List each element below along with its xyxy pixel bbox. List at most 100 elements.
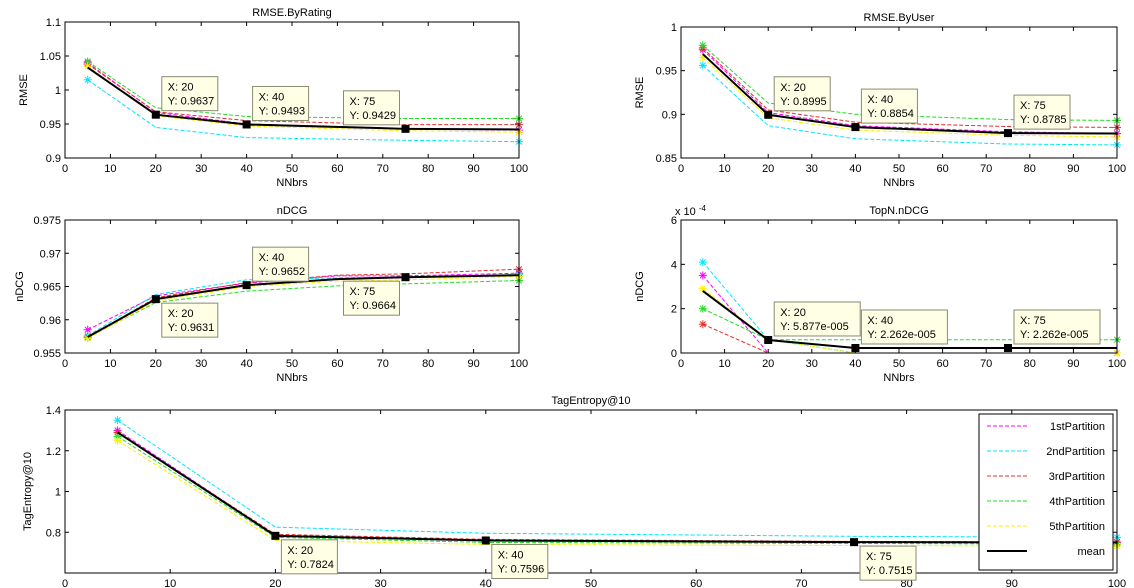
x-tick-label: 20 bbox=[269, 578, 281, 588]
x-tick-label: 70 bbox=[795, 578, 807, 588]
datatip: X: 75 Y: 2.262e-005 bbox=[1013, 309, 1101, 345]
x-axis-label: NNbrs bbox=[883, 372, 915, 384]
x-tick-label: 100 bbox=[1108, 163, 1126, 175]
datatip-y-label: Y: 2.262e-005 bbox=[1020, 329, 1089, 341]
x-tick-label: 0 bbox=[62, 163, 68, 175]
y-axis-label: nDCG bbox=[634, 271, 646, 302]
datatip-y-label: Y: 0.9631 bbox=[168, 322, 215, 334]
x-tick-label: 90 bbox=[1067, 163, 1079, 175]
x-axis-label: NNbrs bbox=[883, 177, 915, 189]
series-marker-5thPartition bbox=[84, 63, 91, 70]
x-tick-label: 80 bbox=[900, 578, 912, 588]
legend: 1stPartition 2ndPartition 3rdPartition 4thP… bbox=[978, 413, 1114, 571]
series-marker-2ndPartition bbox=[699, 258, 706, 266]
y-tick-label: 0.8 bbox=[46, 527, 61, 539]
x-tick-label: 90 bbox=[467, 163, 479, 175]
series-line-4thPartition bbox=[87, 280, 520, 339]
datatip-point bbox=[151, 110, 160, 119]
x-tick-label: 90 bbox=[1006, 578, 1018, 588]
datatip-box bbox=[161, 76, 219, 112]
y-tick-label: 4 bbox=[671, 259, 677, 271]
datatip: X: 20 Y: 0.8995 bbox=[773, 76, 831, 112]
x-tick-label: 70 bbox=[980, 358, 992, 370]
axes-frame bbox=[680, 219, 1118, 354]
y-tick-label: 6 bbox=[671, 215, 677, 227]
x-tick-label: 10 bbox=[718, 163, 730, 175]
datatip-point bbox=[242, 120, 251, 129]
legend-box bbox=[978, 413, 1114, 571]
x-tick-label: 80 bbox=[1024, 358, 1036, 370]
datatip-y-label: Y: 0.7515 bbox=[866, 565, 913, 577]
datatip-x-label: X: 40 bbox=[867, 94, 893, 106]
datatip-x-label: X: 40 bbox=[867, 315, 893, 327]
x-tick-label: 80 bbox=[422, 358, 434, 370]
datatip-y-label: Y: 0.8785 bbox=[1020, 114, 1067, 126]
x-tick-label: 10 bbox=[104, 358, 116, 370]
datatip-point bbox=[481, 536, 490, 545]
datatip-box bbox=[252, 85, 310, 121]
datatip-box bbox=[859, 545, 917, 581]
x-tick-label: 100 bbox=[510, 163, 528, 175]
datatip-x-label: X: 40 bbox=[498, 549, 524, 561]
y-tick-label: 0.96 bbox=[40, 315, 61, 327]
series-line-4thPartition bbox=[702, 44, 1118, 121]
y-tick-label: 0.975 bbox=[33, 215, 61, 227]
datatip-x-label: X: 20 bbox=[780, 307, 806, 319]
x-tick-label: 50 bbox=[893, 358, 905, 370]
datatip-box bbox=[860, 88, 918, 124]
legend-label-4thPartition: 4thPartition bbox=[1049, 496, 1105, 508]
x-tick-label: 100 bbox=[1108, 578, 1126, 588]
x-tick-label: 10 bbox=[104, 163, 116, 175]
datatip-x-label: X: 75 bbox=[350, 286, 376, 298]
y-tick-label: 1 bbox=[55, 85, 61, 97]
x-tick-label: 50 bbox=[893, 163, 905, 175]
x-tick-label: 50 bbox=[286, 358, 298, 370]
datatip-point bbox=[151, 295, 160, 304]
datatip-point bbox=[242, 281, 251, 290]
x-tick-label: 30 bbox=[195, 163, 207, 175]
x-tick-label: 30 bbox=[374, 578, 386, 588]
series-line-4thPartition bbox=[87, 61, 519, 120]
x-tick-label: 0 bbox=[62, 578, 68, 588]
chart-title: TagEntropy@10 bbox=[551, 395, 630, 407]
legend-label-2ndPartition: 2ndPartition bbox=[1046, 446, 1105, 458]
series-marker-3rdPartition bbox=[699, 321, 706, 328]
axes-frame bbox=[64, 21, 520, 159]
datatip-y-label: Y: 0.9429 bbox=[350, 110, 397, 122]
chart-rmse_rating: RMSE.ByRating 0 10 20 30 40 50 60 70 80 90 100 0.9 0.… bbox=[18, 7, 528, 189]
datatip-point bbox=[851, 123, 860, 132]
series-line-mean bbox=[87, 274, 520, 338]
datatip: X: 20 Y: 0.9637 bbox=[161, 76, 219, 112]
y-tick-label: 0.95 bbox=[656, 66, 677, 78]
datatip: X: 40 Y: 0.7596 bbox=[491, 543, 549, 579]
y-tick-label: 2 bbox=[671, 304, 677, 316]
datatip: X: 20 Y: 0.7824 bbox=[280, 539, 338, 575]
datatip: X: 75 Y: 0.9429 bbox=[343, 90, 400, 126]
chart-ndcg: nDCG 0 10 20 30 40 50 60 70 80 90 100 0.955 0.96 0.965… bbox=[14, 205, 528, 384]
datatip-point bbox=[401, 124, 410, 133]
datatip-y-label: Y: 0.7596 bbox=[498, 563, 545, 575]
x-tick-label: 80 bbox=[422, 163, 434, 175]
legend-label-mean: mean bbox=[1077, 546, 1105, 558]
series-marker-4thPartition bbox=[699, 305, 706, 312]
x-tick-label: 20 bbox=[762, 163, 774, 175]
datatip-box bbox=[161, 302, 219, 338]
datatip: X: 75 Y: 0.9664 bbox=[343, 280, 400, 316]
chart-title: TopN.nDCG bbox=[869, 205, 928, 217]
x-tick-label: 30 bbox=[806, 163, 818, 175]
x-tick-label: 40 bbox=[240, 163, 252, 175]
y-axis-label: nDCG bbox=[14, 271, 26, 302]
datatip-point bbox=[1004, 343, 1012, 352]
datatip-point bbox=[851, 343, 860, 352]
datatip-y-label: Y: 0.7824 bbox=[287, 559, 334, 571]
x-tick-label: 60 bbox=[690, 578, 702, 588]
datatip: X: 20 Y: 0.9631 bbox=[161, 302, 219, 338]
y-tick-label: 0.955 bbox=[33, 348, 61, 360]
chart-topn_ndcg: TopN.nDCG 0 10 20 30 40 50 60 70 80 90 100 0 2 4 6 NNbrs… bbox=[634, 204, 1126, 384]
datatip-box bbox=[252, 246, 310, 282]
series-marker-2ndPartition bbox=[699, 62, 706, 69]
x-tick-label: 40 bbox=[849, 358, 861, 370]
datatip-x-label: X: 75 bbox=[1020, 100, 1046, 112]
x-tick-label: 80 bbox=[1024, 163, 1036, 175]
